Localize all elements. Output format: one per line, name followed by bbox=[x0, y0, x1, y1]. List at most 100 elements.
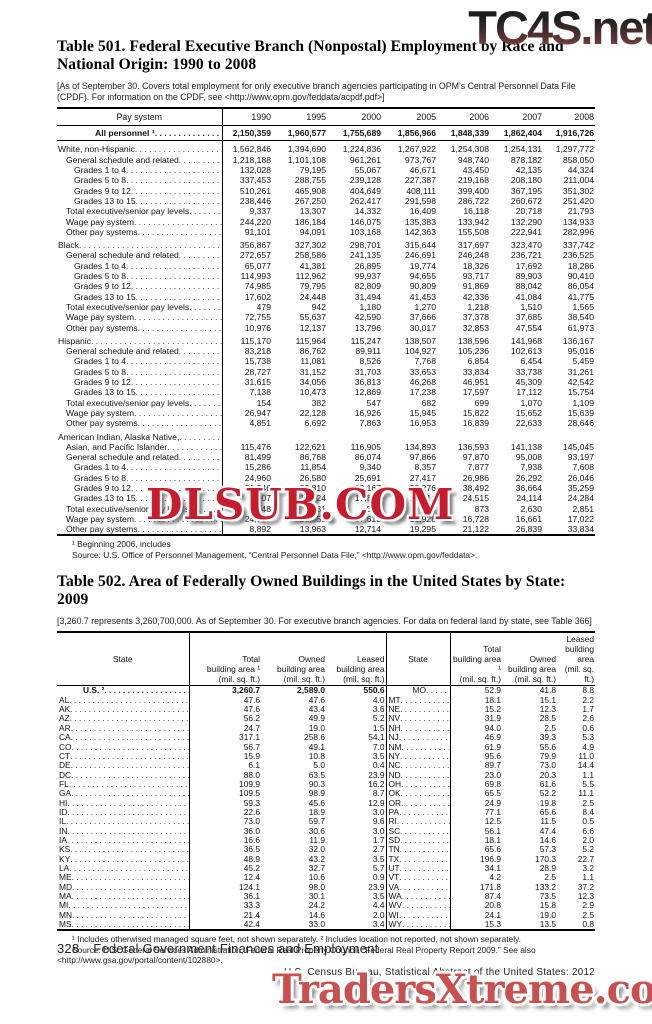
cell-value: 82,809 bbox=[354, 281, 381, 292]
page-content: Table 501. Federal Executive Branch (Non… bbox=[57, 38, 595, 965]
cell-value: 26,839 bbox=[515, 524, 542, 535]
cell-value: 99,937 bbox=[354, 271, 381, 282]
state-label: TN bbox=[385, 845, 451, 855]
state-label: MT bbox=[385, 695, 451, 706]
cell-value: 133.2 bbox=[535, 881, 556, 892]
cell-value: 219,168 bbox=[457, 175, 489, 186]
cell-value: 32.0 bbox=[308, 844, 325, 855]
cell-value: 56.2 bbox=[243, 713, 260, 724]
cell-value: 94,091 bbox=[299, 226, 326, 237]
cell-value: 59.7 bbox=[308, 816, 325, 827]
cell-value: 41,453 bbox=[409, 291, 436, 302]
cell-value: 24.9 bbox=[484, 797, 501, 808]
state-label: DE bbox=[57, 761, 190, 771]
state-label: MO bbox=[385, 685, 451, 696]
cell-value: 46,671 bbox=[409, 165, 436, 176]
cell-value: 21,122 bbox=[462, 524, 489, 535]
cell-value: 18.9 bbox=[308, 806, 325, 817]
cell-value: 10,976 bbox=[244, 322, 271, 333]
cell-value: 961,261 bbox=[349, 154, 381, 165]
cell-value: 17,238 bbox=[409, 387, 436, 398]
cell-value: 25,691 bbox=[354, 472, 381, 483]
cell-value: 404,649 bbox=[349, 185, 381, 196]
state-label: MI bbox=[57, 901, 190, 911]
row-label: White, non-Hispanic bbox=[57, 140, 223, 155]
row-label: Grades 1 to 4 bbox=[57, 165, 223, 176]
cell-value: 26,046 bbox=[567, 472, 594, 483]
cell-value: 26,292 bbox=[515, 472, 542, 483]
cell-value: 63.5 bbox=[308, 769, 325, 780]
table502: State Total building area ¹ (mil. sq. ft… bbox=[57, 631, 595, 932]
table502-row: MS 42.4 33.03.4WY 15.3 13.5 0.8 bbox=[57, 919, 595, 931]
cell-value: 24,284 bbox=[567, 493, 594, 504]
table501-row: Grades 13 to 15 17,602 24,448 31,494 41,453 4… bbox=[57, 291, 595, 302]
state-label: NY bbox=[385, 751, 451, 762]
cell-value: 17,602 bbox=[244, 291, 271, 302]
cell-value: 115,476 bbox=[240, 441, 271, 452]
table502-row: AL47.647.64.0MT18.115.12.2 bbox=[57, 695, 595, 706]
row-label: Grades 9 to 12 bbox=[57, 377, 223, 388]
table501-row: Wage pay system 244,220 186,184 146,075 135,… bbox=[57, 216, 595, 227]
cell-value: 31,152 bbox=[299, 366, 326, 377]
cell-value: 115,964 bbox=[295, 335, 326, 346]
table501-row: Grades 5 to 8 24,960 26,580 25,691 27,417 26,… bbox=[57, 472, 595, 483]
table502-row: FL109.990.316.2OH69.861.65.5 bbox=[57, 778, 595, 790]
row-label: Grades 13 to 15 bbox=[57, 387, 223, 398]
cell-value: 327,302 bbox=[294, 240, 326, 251]
row-label: Total executive/senior pay levels bbox=[57, 206, 223, 217]
cell-value: 33.3 bbox=[243, 900, 260, 911]
cell-value: 272,657 bbox=[239, 250, 271, 261]
cell-value: 86,762 bbox=[299, 346, 326, 357]
cell-value: 26,986 bbox=[462, 472, 489, 483]
cell-value: 222,941 bbox=[510, 226, 542, 237]
cell-value: 45.6 bbox=[308, 797, 325, 808]
cell-value: 2,150,359 bbox=[222, 125, 272, 142]
cell-value: 367,195 bbox=[510, 185, 542, 196]
row-label: Grades 5 to 8 bbox=[57, 472, 223, 483]
cell-value: 6,454 bbox=[520, 356, 542, 367]
table502-row: HI59.345.612.9OR24.919.82.5 bbox=[57, 797, 595, 808]
year-header: 2005 bbox=[382, 108, 437, 127]
table501-row: Grades 9 to 12 510,261 465,908 404,649 408,1… bbox=[57, 185, 595, 196]
cell-value: 298,701 bbox=[349, 240, 381, 251]
cell-value: 5.2 bbox=[582, 844, 594, 855]
table501-row: Total executive/senior pay levels 479 942 1… bbox=[57, 301, 595, 313]
cell-value: 49.1 bbox=[308, 741, 325, 752]
cell-value: 942 bbox=[311, 301, 326, 312]
cell-value: 16,839 bbox=[462, 418, 489, 429]
cell-value: 72,755 bbox=[244, 312, 271, 323]
cell-value: 136,167 bbox=[562, 335, 594, 346]
cell-value: 12.4 bbox=[243, 872, 260, 883]
cell-value: 22.7 bbox=[577, 853, 594, 864]
cell-value: 55.6 bbox=[539, 741, 556, 752]
cell-value: 93,717 bbox=[462, 271, 489, 282]
cell-value: 132,290 bbox=[510, 216, 542, 227]
cell-value: 91,101 bbox=[244, 226, 271, 237]
cell-value: 2.5 bbox=[582, 797, 594, 808]
cell-value: 20.3 bbox=[539, 769, 556, 780]
table501-row: Asian, and Pacific Islander 115,476 122,62… bbox=[57, 441, 595, 453]
state-label: VT bbox=[385, 873, 451, 883]
table501-row: Total executive/senior pay levels 148 331 5… bbox=[57, 503, 595, 514]
cell-value: 14,332 bbox=[354, 206, 381, 217]
row-label: Grades 13 to 15 bbox=[57, 195, 223, 207]
state-label: WI bbox=[385, 910, 451, 921]
state-label: ND bbox=[385, 770, 451, 780]
cell-value bbox=[327, 429, 382, 442]
state-label: OH bbox=[385, 779, 451, 790]
cell-value: 21,793 bbox=[567, 206, 594, 217]
cell-value: 24.7 bbox=[243, 722, 260, 733]
row-label: Total executive/senior pay levels bbox=[57, 503, 223, 514]
cell-value: 356,867 bbox=[239, 240, 271, 251]
cell-value: 42,542 bbox=[567, 377, 594, 388]
cell-value: 36.1 bbox=[243, 891, 260, 902]
cell-value: 6.1 bbox=[248, 760, 260, 771]
cell-value: 61.6 bbox=[539, 778, 556, 789]
cell-value: 136,593 bbox=[457, 441, 489, 452]
table502-source: Source: U.S. General Services Administra… bbox=[57, 944, 536, 965]
cell-value: 44,324 bbox=[567, 165, 594, 176]
cell-value: 948,740 bbox=[457, 154, 489, 165]
state-label: NE bbox=[385, 705, 451, 715]
